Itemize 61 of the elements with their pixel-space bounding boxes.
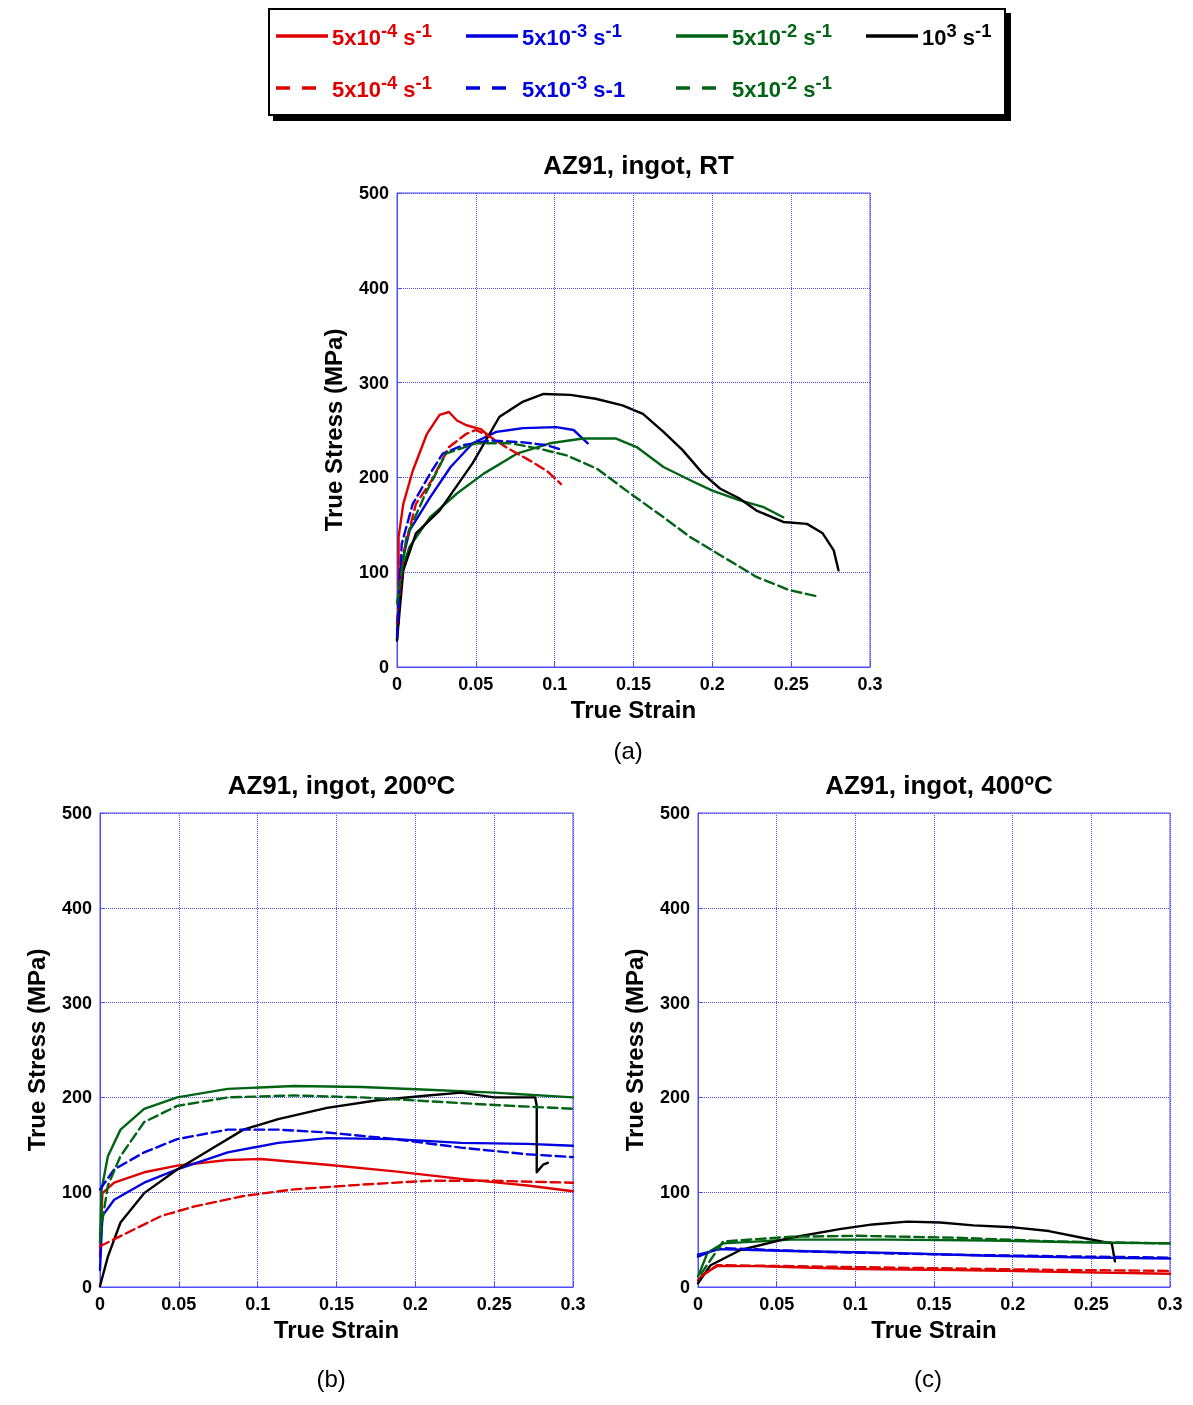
x-tick-label: 0.15 — [318, 1294, 355, 1314]
chart-title: AZ91, ingot, 200ºC — [227, 770, 456, 800]
x-tick-label: 0.05 — [458, 674, 494, 694]
y-tick-label: 200 — [659, 1087, 690, 1108]
x-tick-label: 0.05 — [161, 1294, 197, 1314]
line-series — [395, 392, 840, 642]
x-axis-title: True Strain — [570, 696, 697, 724]
legend-label: 5x10$^{-3}$ s$^{-1}$ — [522, 20, 622, 52]
y-tick-label: 400 — [358, 277, 389, 298]
y-tick-label: 0 — [81, 1277, 92, 1297]
x-tick-label: 0.25 — [1073, 1294, 1109, 1314]
y-tick-label: 500 — [61, 803, 92, 823]
x-tick-label: 0.15 — [615, 674, 652, 694]
line-series — [98, 1091, 549, 1288]
line-series — [696, 1220, 1117, 1285]
x-tick-label: 0 — [692, 1294, 704, 1314]
legend-label: 5x10$^{-2}$ s$^{-1}$ — [732, 20, 832, 52]
legend-label: 10$^{3}$ s$^{-1}$ — [922, 20, 992, 52]
legend-label: 5x10$^{-4}$ s$^{-1}$ — [332, 20, 432, 52]
y-tick-label: 0 — [378, 657, 389, 677]
x-tick-label: 0.3 — [560, 1294, 586, 1314]
x-axis-title: True Strain — [871, 1316, 997, 1344]
legend-label: 5x10$^{-2}$ s$^{-1}$ — [732, 72, 832, 104]
x-tick-label: 0.15 — [916, 1294, 952, 1314]
x-tick-label: 0.2 — [402, 1294, 428, 1314]
y-axis-title: True Stress (MPa) — [319, 328, 347, 532]
x-tick-label: 0 — [391, 674, 403, 694]
y-tick-label: 200 — [61, 1087, 92, 1108]
y-tick-label: 400 — [659, 897, 690, 918]
y-tick-label: 100 — [358, 562, 389, 583]
x-tick-label: 0 — [94, 1294, 106, 1314]
text: (a) — [613, 736, 643, 764]
x-tick-label: 0.1 — [542, 674, 568, 694]
chart-title: AZ91, ingot, 400ºC — [825, 770, 1054, 800]
y-tick-label: 0 — [679, 1277, 690, 1297]
y-tick-label: 500 — [659, 803, 690, 823]
y-axis-title: True Stress (MPa) — [22, 948, 50, 1152]
x-tick-label: 0.1 — [245, 1294, 271, 1314]
y-tick-label: 300 — [659, 992, 690, 1013]
y-tick-label: 500 — [358, 183, 389, 203]
x-axis-title: True Strain — [273, 1316, 400, 1344]
legend-label: 5x10$^{-4}$ s$^{-1}$ — [332, 72, 432, 104]
y-tick-label: 200 — [358, 467, 389, 488]
y-tick-label: 100 — [61, 1182, 92, 1203]
text: (b) — [316, 1364, 346, 1392]
x-tick-label: 0.2 — [699, 674, 725, 694]
x-tick-label: 0.3 — [857, 674, 883, 694]
y-axis-title: True Stress (MPa) — [620, 948, 648, 1152]
x-tick-label: 0.2 — [1000, 1294, 1026, 1314]
x-tick-label: 0.25 — [476, 1294, 512, 1314]
y-tick-label: 100 — [659, 1182, 690, 1203]
x-tick-label: 0.05 — [759, 1294, 795, 1314]
chart-title: AZ91, ingot, RT — [543, 150, 734, 180]
x-tick-label: 0.3 — [1157, 1294, 1183, 1314]
x-tick-label: 0.25 — [773, 674, 809, 694]
legend-label: 5x10$^{-3}$ s-1 — [522, 72, 626, 104]
y-tick-label: 300 — [61, 992, 92, 1013]
x-tick-label: 0.1 — [842, 1294, 868, 1314]
text: (c) — [914, 1364, 942, 1392]
y-tick-label: 400 — [61, 897, 92, 918]
y-tick-label: 300 — [358, 372, 389, 393]
